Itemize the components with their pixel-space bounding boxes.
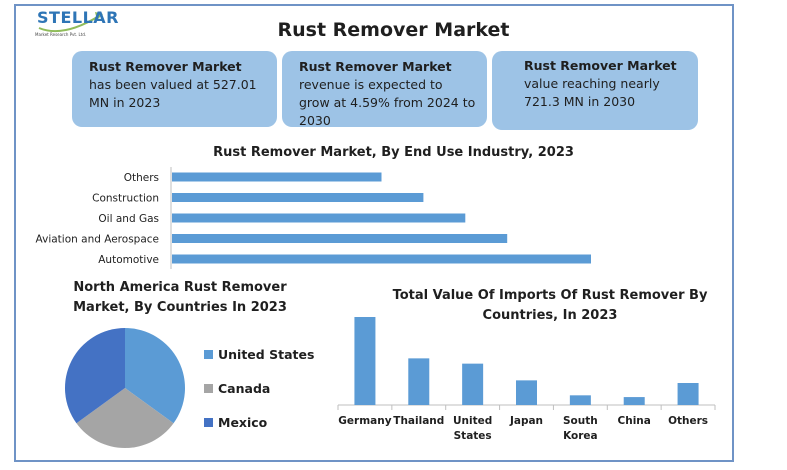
vbar-category-label: South Korea <box>563 415 598 442</box>
legend-label: United States <box>218 347 315 362</box>
north-america-pie-chart <box>65 328 185 448</box>
vbar-category-label: Others <box>668 415 708 427</box>
highlight-text: value reaching nearly 721.3 MN in 2030 <box>524 76 660 109</box>
hbar-category-label: Aviation and Aerospace <box>36 234 159 246</box>
hbar-category-label: Construction <box>92 193 159 205</box>
pie-slice <box>76 388 174 448</box>
vbar-bar <box>623 397 645 405</box>
logo-text: STELLAR <box>37 8 119 27</box>
end-use-chart-title: Rust Remover Market, By End Use Industry… <box>213 145 574 160</box>
legend-swatch <box>204 350 213 359</box>
highlight-box-valuation: Rust Remover Market has been valued at 5… <box>72 51 277 127</box>
hbar-bar <box>172 213 466 223</box>
highlight-bold: Rust Remover Market <box>299 59 452 74</box>
pie-legend-item: United States <box>204 347 314 363</box>
vbar-category-label: Thailand <box>393 415 444 427</box>
legend-label: Canada <box>218 381 271 396</box>
pie-legend-item: Mexico <box>204 415 267 431</box>
vbar-category-label: United States <box>453 415 492 442</box>
vbar-bar <box>569 395 591 405</box>
imports-chart-title: Total Value Of Imports Of Rust Remover B… <box>392 288 708 323</box>
highlight-text: has been valued at 527.01 MN in 2023 <box>89 77 257 110</box>
highlight-bold: Rust Remover Market <box>524 58 677 73</box>
highlight-box-forecast: Rust Remover Market value reaching nearl… <box>492 51 698 130</box>
highlight-bold: Rust Remover Market <box>89 59 242 74</box>
pie-legend-item: Canada <box>204 381 270 397</box>
hbar-category-label: Oil and Gas <box>98 213 159 225</box>
imports-column-chart: Germany Thailand United States Japan South Kor… <box>337 317 716 442</box>
logo-swoosh-icon <box>38 12 103 33</box>
hbar-bar <box>172 254 591 264</box>
legend-swatch <box>204 418 213 427</box>
hbar-bar <box>172 234 508 243</box>
legend-label: Mexico <box>218 415 268 430</box>
vbar-bar <box>354 317 376 405</box>
vbar-bar <box>462 363 484 405</box>
pie-slice <box>65 328 125 424</box>
hbar-category-label: Others <box>124 172 159 184</box>
north-america-chart-title: North America Rust Remover Market, By Co… <box>73 280 287 315</box>
legend-swatch <box>204 384 213 393</box>
vbar-bar <box>677 383 699 405</box>
vbar-bar <box>408 358 430 405</box>
hbar-category-label: Automotive <box>98 254 159 266</box>
logo-subtext: Market Research Pvt. Ltd. <box>35 32 87 37</box>
page-title: Rust Remover Market <box>277 19 510 41</box>
vbar-bar <box>516 380 537 405</box>
hbar-bar <box>172 172 382 182</box>
stellar-logo: STELLAR Market Research Pvt. Ltd. <box>33 8 118 42</box>
pie-slice <box>125 328 185 424</box>
highlight-box-growth: Rust Remover Market revenue is expected … <box>282 51 487 128</box>
end-use-industry-bar-chart: Others Construction Oil and Gas Aviation an… <box>36 167 591 269</box>
vbar-category-label: Germany <box>338 415 391 427</box>
hbar-bar <box>172 193 424 202</box>
vbar-category-label: China <box>618 415 651 427</box>
vbar-category-label: Japan <box>509 415 543 427</box>
highlight-text: revenue is expected to grow at 4.59% fro… <box>299 77 476 128</box>
